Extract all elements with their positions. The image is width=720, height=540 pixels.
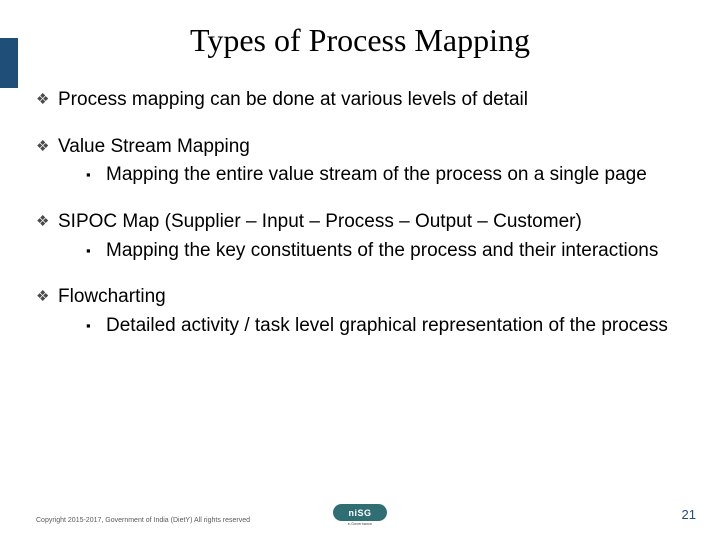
logo: niSG e-Governance [333,504,387,526]
diamond-icon: ❖ [36,285,58,309]
bullet-label: SIPOC Map (Supplier – Input – Process – … [58,211,582,232]
bullet-text: SIPOC Map (Supplier – Input – Process – … [58,210,684,263]
bullet-item: ❖ Flowcharting ▪ Detailed activity / tas… [36,285,684,338]
sub-bullet-text: Detailed activity / task level graphical… [106,314,684,339]
bullet-text: Flowcharting ▪ Detailed activity / task … [58,285,684,338]
bullet-label: Flowcharting [58,286,166,307]
content-area: ❖ Process mapping can be done at various… [36,88,684,361]
sub-bullet-text: Mapping the entire value stream of the p… [106,163,684,188]
bullet-item: ❖ Value Stream Mapping ▪ Mapping the ent… [36,135,684,188]
logo-subtext: e-Governance [333,522,387,526]
sub-bullet-item: ▪ Mapping the key constituents of the pr… [86,239,684,264]
bullet-item: ❖ SIPOC Map (Supplier – Input – Process … [36,210,684,263]
slide: Types of Process Mapping ❖ Process mappi… [0,0,720,540]
footer: Copyright 2015-2017, Government of India… [0,504,720,534]
diamond-icon: ❖ [36,88,58,112]
bullet-item: ❖ Process mapping can be done at various… [36,88,684,113]
copyright-text: Copyright 2015-2017, Government of India… [36,517,250,524]
bullet-text: Process mapping can be done at various l… [58,88,684,113]
bullet-text: Value Stream Mapping ▪ Mapping the entir… [58,135,684,188]
logo-pill: niSG [333,504,387,521]
sub-bullet-item: ▪ Detailed activity / task level graphic… [86,314,684,339]
square-icon: ▪ [86,314,106,338]
diamond-icon: ❖ [36,210,58,234]
bullet-label: Value Stream Mapping [58,136,250,157]
square-icon: ▪ [86,163,106,187]
page-number: 21 [682,507,696,522]
square-icon: ▪ [86,239,106,263]
slide-title: Types of Process Mapping [0,22,720,59]
diamond-icon: ❖ [36,135,58,159]
sub-bullet-text: Mapping the key constituents of the proc… [106,239,684,264]
sub-bullet-item: ▪ Mapping the entire value stream of the… [86,163,684,188]
